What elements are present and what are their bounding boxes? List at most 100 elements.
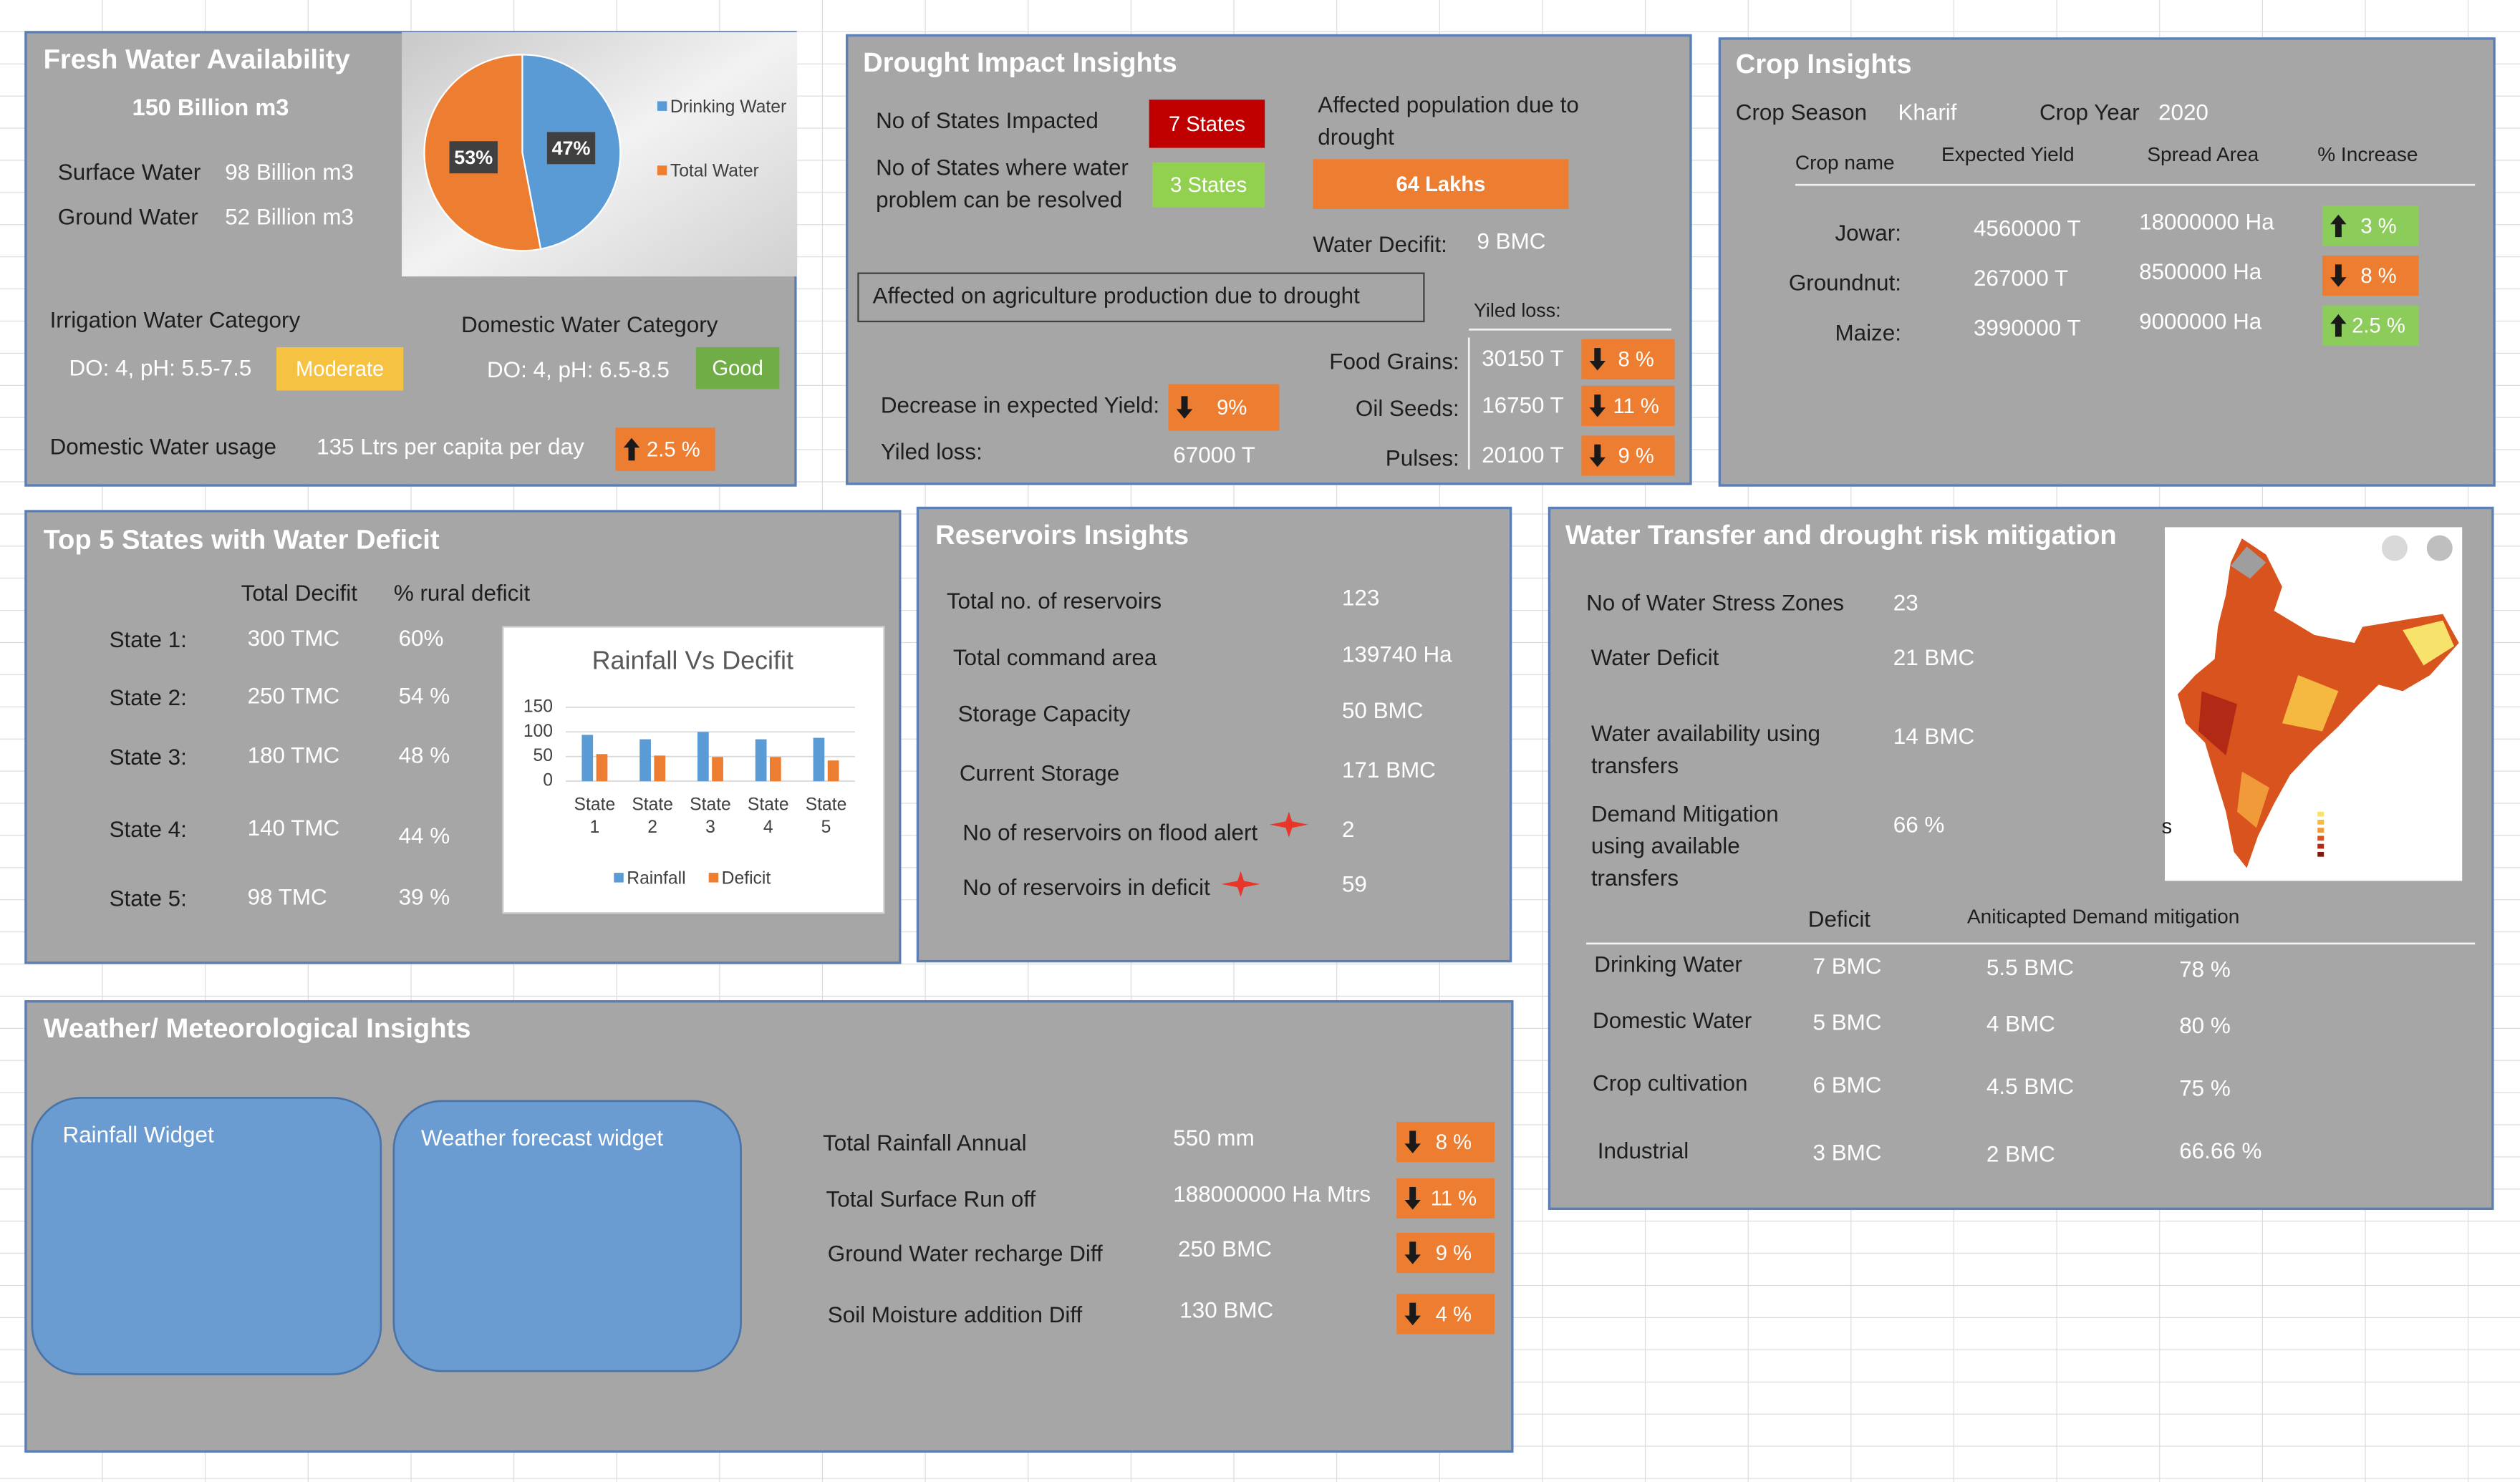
map-legend — [2317, 851, 2325, 857]
badge-label: Moderate — [296, 358, 384, 381]
x-tick-label: State 4 — [747, 795, 789, 838]
label: 30150 T — [1482, 346, 1564, 371]
label: Total Surface Run off — [826, 1186, 1036, 1211]
label-box: Affected population due to drought — [1318, 91, 1579, 150]
widget-placeholder — [392, 1100, 742, 1372]
label: 550 mm — [1173, 1125, 1254, 1151]
label: Crop Season — [1736, 100, 1867, 125]
map-legend — [2317, 828, 2325, 833]
y-tick-label: 50 — [534, 746, 553, 765]
label: DO: 4, pH: 5.5-7.5 — [69, 356, 252, 381]
bar — [654, 755, 666, 782]
label: 21 BMC — [1893, 645, 1974, 670]
label: Soil Moisture addition Diff — [828, 1302, 1083, 1327]
map-shape — [2231, 546, 2266, 579]
label: 7 BMC — [1813, 954, 1882, 979]
label: 4 BMC — [1986, 1012, 2055, 1037]
y-tick-label: 0 — [543, 771, 553, 790]
pie-value-label: 53% — [454, 147, 493, 168]
label: 59 — [1342, 871, 1367, 896]
arrow-icon — [1404, 1187, 1421, 1210]
y-tick-label: 100 — [523, 722, 553, 741]
x-tick-label: State 5 — [805, 795, 847, 838]
badge-label: 8 % — [1436, 1131, 1472, 1154]
label: Affected population due to drought — [1318, 91, 1579, 150]
label: 188000000 Ha Mtrs — [1173, 1182, 1371, 1207]
label: No of reservoirs in deficit — [962, 875, 1210, 900]
badge-label: 8 % — [1618, 349, 1654, 372]
label: Maize: — [1835, 320, 1901, 345]
label: 5.5 BMC — [1986, 955, 2074, 980]
label: 52 Billion m3 — [225, 205, 354, 230]
label: Affected on agriculture production due t… — [873, 284, 1361, 309]
x-tick-label-box: State 1 — [574, 795, 616, 837]
label: 267000 T — [1974, 266, 2068, 291]
y-tick-label: 150 — [523, 697, 553, 716]
bar — [639, 739, 651, 782]
label: 3 BMC — [1813, 1140, 1882, 1165]
label: 3990000 T — [1974, 316, 2081, 341]
label: 8500000 Ha — [2139, 259, 2262, 284]
label: 14 BMC — [1893, 724, 1974, 749]
badge-label: 3 States — [1170, 174, 1247, 197]
x-tick-label-box: State 2 — [632, 795, 673, 837]
bar — [712, 757, 723, 782]
badge-label: 9 % — [1436, 1242, 1472, 1265]
label: No of Water Stress Zones — [1586, 590, 1844, 615]
label: 130 BMC — [1179, 1297, 1273, 1322]
badge-label: Good — [712, 357, 763, 380]
panel-title: Reservoirs Insights — [935, 520, 1189, 551]
legend-label: Rainfall — [627, 869, 685, 888]
map-shape — [2237, 771, 2269, 828]
label: Pulses: — [1386, 445, 1459, 470]
label: 44 % — [399, 823, 450, 848]
label: 98 Billion m3 — [225, 160, 354, 185]
label: Water Decifit: — [1313, 232, 1447, 257]
label: 250 TMC — [248, 684, 340, 709]
pie-label-box — [449, 141, 498, 174]
label: 180 TMC — [248, 743, 340, 768]
arrow-icon — [2330, 264, 2347, 287]
badge-label: 4 % — [1436, 1303, 1472, 1326]
label: 139740 Ha — [1342, 641, 1452, 667]
badge — [1149, 100, 1265, 148]
pie-value-label: 47% — [552, 137, 591, 159]
bar — [581, 735, 594, 782]
label: Demand Mitigation using available transf… — [1590, 800, 1779, 891]
label: 4560000 T — [1974, 215, 2081, 241]
arrow-icon — [1589, 394, 1606, 417]
label: 80 % — [2179, 1013, 2231, 1038]
panel-title: Crop Insights — [1736, 49, 1912, 79]
label: Current Storage — [960, 760, 1119, 785]
legend-label: Drinking Water — [670, 97, 786, 117]
label: Storage Capacity — [958, 701, 1131, 726]
alert-icon — [1269, 811, 1308, 838]
label: 9000000 Ha — [2139, 309, 2262, 334]
label: Decrease in expected Yield: — [881, 392, 1159, 417]
label: Food Grains: — [1329, 349, 1459, 374]
label: s — [2162, 815, 2173, 838]
label: Surface Water — [58, 160, 201, 185]
label: Total Rainfall Annual — [823, 1130, 1027, 1156]
carousel-button — [2381, 535, 2408, 561]
label: State 5: — [110, 886, 187, 911]
bar — [813, 737, 825, 782]
label: 66.66 % — [2179, 1138, 2261, 1163]
label: 123 — [1342, 586, 1379, 611]
label: 18000000 Ha — [2139, 209, 2274, 234]
arrow-icon — [1404, 1241, 1421, 1264]
label: DO: 4, pH: 6.5-8.5 — [487, 357, 670, 382]
label: No of States where water problem can be … — [876, 154, 1129, 213]
label: Groundnut: — [1789, 271, 1901, 296]
arrow-icon — [2330, 214, 2347, 238]
label: 50 BMC — [1342, 698, 1423, 723]
label: Deficit — [1808, 907, 1871, 932]
map-legend — [2317, 811, 2325, 817]
legend-label: Deficit — [722, 869, 771, 888]
label: Drinking Water — [1594, 952, 1742, 977]
label: 150 Billion m3 — [132, 95, 289, 120]
badge-label: 11 % — [1613, 395, 1659, 418]
label: 2 BMC — [1986, 1142, 2055, 1167]
label-box: Water availability using transfers — [1591, 720, 1820, 778]
